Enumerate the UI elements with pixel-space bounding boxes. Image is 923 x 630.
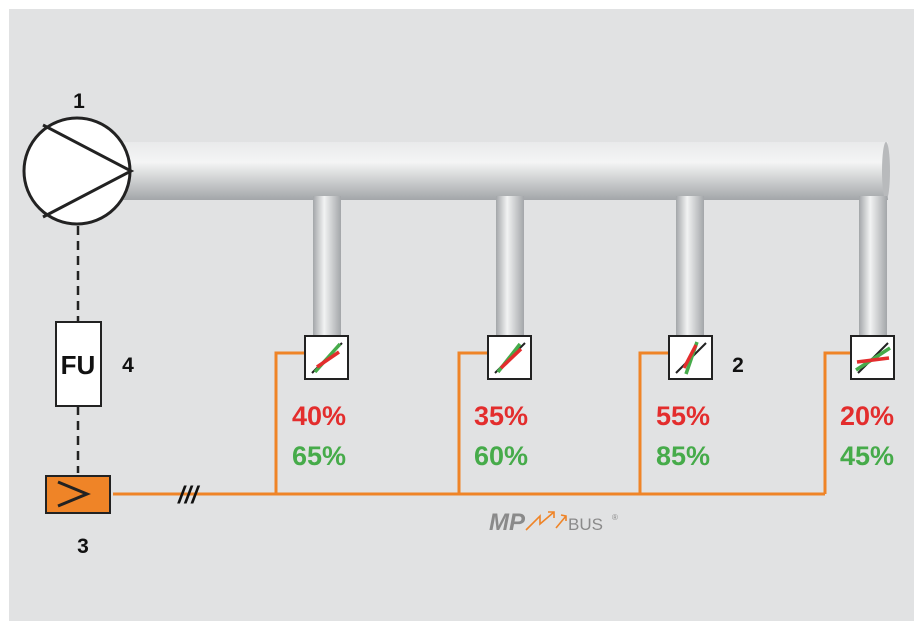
- mp-bus-logo-bus: BUS: [568, 515, 603, 534]
- branch-ducts: [313, 196, 887, 336]
- mp-bus-arrows-icon: [525, 511, 567, 531]
- branch-duct-3: [676, 196, 704, 336]
- damper-red-blade-1: [316, 350, 340, 369]
- damper-3: [668, 335, 713, 380]
- branch-duct-4: [859, 196, 887, 336]
- damper-4-green-percent: 45%: [840, 441, 894, 471]
- main-duct: [115, 142, 888, 200]
- mp-bus-logo-registered: ®: [612, 513, 618, 522]
- fan-label: 1: [73, 90, 85, 113]
- branch-duct-1: [313, 196, 341, 336]
- damper-3-green-percent: 85%: [656, 441, 710, 471]
- controller-label: 3: [77, 535, 89, 558]
- cable-marker: ///: [177, 482, 200, 509]
- damper-4-red-percent: 20%: [840, 401, 894, 431]
- damper-label: 2: [732, 354, 744, 377]
- damper-3-red-percent: 55%: [656, 401, 710, 431]
- damper-1: [304, 335, 349, 380]
- mp-bus-line: [113, 351, 851, 496]
- branch-duct-2: [496, 196, 524, 336]
- diagram-background: [9, 9, 914, 621]
- mp-bus-logo-mp: MP: [489, 509, 526, 536]
- fu-label: 4: [122, 354, 134, 377]
- mp-bus-logo: MP BUS ®: [489, 509, 618, 536]
- damper-2: [487, 335, 532, 380]
- damper-4: [850, 335, 895, 380]
- main-duct-end: [882, 142, 890, 200]
- damper-red-blade-4: [856, 356, 890, 364]
- fan-icon: [22, 116, 135, 226]
- controller-icon: [45, 475, 111, 514]
- damper-red-blade-3: [682, 344, 698, 369]
- damper-2-green-percent: 60%: [474, 441, 528, 471]
- damper-1-red-percent: 40%: [292, 401, 346, 431]
- damper-2-red-percent: 35%: [474, 401, 528, 431]
- fu-box: [55, 321, 102, 407]
- damper-red-blade-2: [499, 347, 523, 370]
- fu-box-label: FU: [61, 350, 96, 380]
- damper-1-green-percent: 65%: [292, 441, 346, 471]
